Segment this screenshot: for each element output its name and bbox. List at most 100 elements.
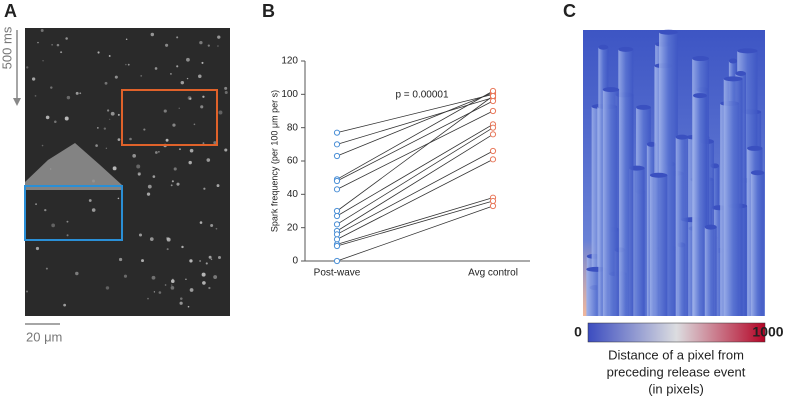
data-point <box>489 87 497 95</box>
column <box>723 78 743 317</box>
spark-dot <box>164 284 167 286</box>
spark-dot <box>75 271 79 276</box>
spark-dot <box>181 245 184 249</box>
spark-dot <box>65 37 68 40</box>
colorbar-max: 1000 <box>752 324 783 340</box>
spark-dot <box>26 66 29 69</box>
colorbar <box>587 322 766 343</box>
spark-dot <box>66 220 69 223</box>
spark-dot <box>51 44 53 46</box>
data-point <box>489 131 497 138</box>
data-point <box>333 186 341 193</box>
column-top <box>598 44 609 50</box>
data-point <box>333 212 341 220</box>
data-point <box>489 202 497 210</box>
spark-dot <box>189 288 194 292</box>
spark-dot <box>132 153 136 158</box>
caption-line: Distance of a pixel from <box>608 347 744 362</box>
spark-dot <box>207 44 210 47</box>
spark-dot <box>66 95 71 100</box>
spark-dot <box>149 237 154 241</box>
x-tick-label: Avg control <box>468 268 518 279</box>
spark-dot <box>114 75 118 79</box>
spark-dot <box>40 28 44 32</box>
spark-dot <box>143 128 146 131</box>
y-tick-label: 80 <box>287 122 299 133</box>
spark-dot <box>108 55 111 57</box>
spark-dot <box>141 259 144 263</box>
spark-dot <box>105 147 108 149</box>
panel-label: A <box>4 1 17 21</box>
panel-label: B <box>262 1 275 21</box>
spark-dot <box>154 67 158 70</box>
column-top <box>693 93 707 99</box>
spark-dot <box>206 158 211 162</box>
spark-dot <box>217 45 219 47</box>
spark-dot <box>213 275 218 279</box>
spark-dot <box>186 57 190 62</box>
pair-line <box>336 93 494 134</box>
space-scale-label: 20 μm <box>26 329 62 344</box>
chart: 0 20 40 60 80 100 120 Post-wave Avg control Spark… <box>269 56 530 279</box>
data-point <box>333 242 341 250</box>
spark-dot <box>41 144 44 147</box>
pair-line <box>336 158 494 240</box>
roi-post-wave <box>24 185 123 241</box>
column <box>649 175 668 316</box>
spark-dot <box>179 301 183 305</box>
spark-dot <box>170 286 175 290</box>
spark-dot <box>210 258 213 261</box>
spark-dot <box>171 279 175 283</box>
data-point <box>333 231 341 238</box>
spark-dot <box>152 175 156 178</box>
spark-dot <box>199 40 203 45</box>
spark-dot <box>125 38 128 41</box>
column-top <box>747 145 763 151</box>
spark-dot <box>179 148 181 151</box>
spark-dot <box>45 267 48 270</box>
spark-dot <box>110 111 115 116</box>
column <box>602 89 620 316</box>
spark-dot <box>34 94 37 97</box>
pair-line <box>336 200 494 247</box>
spark-dot <box>198 74 202 79</box>
spark-dot <box>151 275 156 280</box>
spark-dot <box>60 51 63 54</box>
caption-line: (in pixels) <box>648 381 704 396</box>
spark-dot <box>158 151 160 153</box>
annotation: p = 0.00001 <box>395 90 449 101</box>
column-top <box>636 104 651 110</box>
column-top <box>750 170 765 176</box>
data-point <box>333 152 341 160</box>
pair-line <box>336 127 494 225</box>
spark-dot <box>31 77 36 81</box>
spark-dot <box>187 96 192 100</box>
spark-dot <box>136 164 141 169</box>
pair-line <box>336 123 494 217</box>
spark-dot <box>216 184 220 188</box>
spark-dot <box>96 126 99 129</box>
data-point <box>333 236 341 243</box>
spark-dot <box>200 105 204 109</box>
spark-dot <box>37 41 39 44</box>
spark-dot <box>103 127 107 130</box>
spark-dot <box>166 237 171 242</box>
column-top <box>675 134 689 140</box>
spark-dot <box>35 246 40 251</box>
spark-dot <box>172 123 176 127</box>
spark-dot <box>127 63 130 66</box>
pair-line <box>336 205 494 262</box>
spark-dot <box>150 32 155 37</box>
spark-dot <box>202 95 205 98</box>
spark-dot <box>66 234 69 237</box>
spark-dot <box>213 141 217 145</box>
spark-dot <box>44 208 47 212</box>
spark-dot <box>176 182 180 186</box>
spark-dot <box>201 61 204 64</box>
calcium-wave <box>25 143 122 190</box>
spark-dot <box>64 116 69 121</box>
spark-dot <box>109 118 111 120</box>
spark-dot <box>158 291 162 294</box>
spark-dot <box>208 286 211 290</box>
